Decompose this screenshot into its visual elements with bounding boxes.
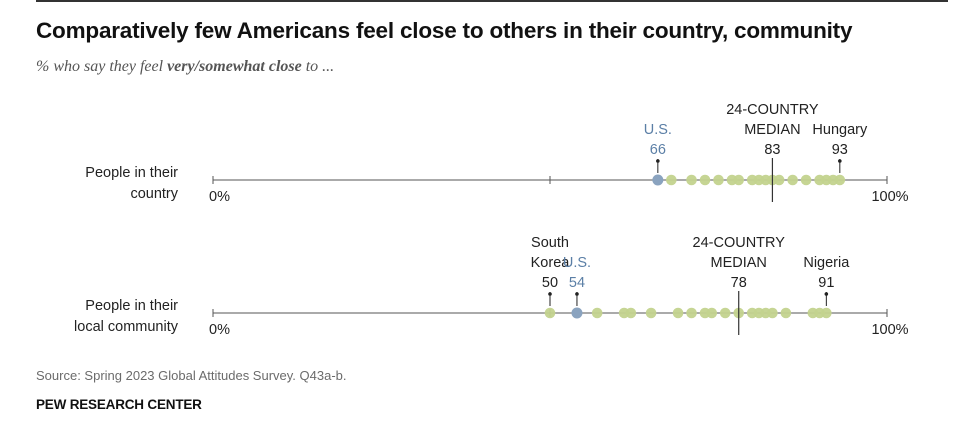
annotation-text: 66 [650, 142, 666, 158]
source-note: Source: Spring 2023 Global Attitudes Sur… [36, 368, 347, 383]
row-label-line-2: local community [74, 319, 179, 335]
annotation-leader-dot [548, 292, 552, 296]
annotation-text: 24-COUNTRY [693, 235, 786, 251]
subtitle-prefix: % who say they feel [36, 58, 168, 75]
country-dot [733, 174, 745, 186]
country-dot [666, 174, 677, 186]
country-dot [800, 174, 812, 186]
axis-label-start: 0% [209, 189, 230, 205]
annotation-text: 91 [818, 275, 834, 291]
country-dot [686, 174, 697, 186]
subtitle-suffix: to ... [301, 58, 335, 75]
annotation-text: 50 [542, 275, 558, 291]
country-dot [686, 307, 697, 319]
country-dot [713, 174, 724, 186]
brand-logo-text: PEW RESEARCH CENTER [36, 397, 202, 412]
annotation-leader-dot [575, 292, 579, 296]
annotation-text: MEDIAN [744, 122, 800, 138]
chart-title: Comparatively few Americans feel close t… [36, 18, 853, 43]
annotation-text: MEDIAN [711, 255, 767, 271]
annotation-text: 93 [832, 142, 848, 158]
us-dot [652, 174, 664, 186]
annotation-leader-dot [838, 159, 842, 163]
country-dot [719, 307, 731, 319]
annotation-text: South [531, 235, 569, 251]
country-dot [591, 307, 603, 319]
axis-label-start: 0% [209, 322, 230, 338]
country-dot [767, 307, 778, 319]
annotation-text: 78 [731, 275, 747, 291]
country-dot [625, 307, 637, 319]
top-rule [36, 0, 948, 2]
annotation-text: Korea [531, 255, 571, 271]
annotation-text: Hungary [812, 122, 868, 138]
country-dot [699, 174, 711, 186]
annotation-text: 83 [764, 142, 780, 158]
annotation-text: 54 [569, 275, 585, 291]
annotation-text: Nigeria [803, 255, 850, 271]
country-dot [834, 174, 846, 186]
country-dot [773, 174, 785, 186]
country-dot [821, 307, 832, 319]
country-dot [780, 307, 792, 319]
chart-subtitle: % who say they feel very/somewhat close … [36, 58, 334, 76]
row-label-line-1: People in their [85, 165, 178, 181]
row-label-line-2: country [130, 186, 178, 202]
chart-row-1: 0% 100% People in their country U.S. 66 24-COU… [85, 102, 908, 205]
us-dot [571, 307, 583, 319]
country-dot [645, 307, 657, 319]
axis-label-end: 100% [871, 322, 908, 338]
subtitle-emphasis: very/somewhat close [167, 58, 302, 75]
axis-label-end: 100% [871, 189, 908, 205]
country-dot [706, 307, 718, 319]
country-dot [544, 307, 556, 319]
chart-row-2: 0% 100% People in their local community Sout… [74, 235, 909, 338]
annotation-leader-dot [656, 159, 660, 163]
annotation-leader-dot [824, 292, 829, 296]
annotation-text: U.S. [644, 122, 672, 138]
row-label-line-1: People in their [85, 298, 178, 314]
country-dot [787, 174, 798, 186]
annotation-text: U.S. [563, 255, 591, 271]
country-dot [672, 307, 684, 319]
annotation-text: 24-COUNTRY [726, 102, 819, 118]
